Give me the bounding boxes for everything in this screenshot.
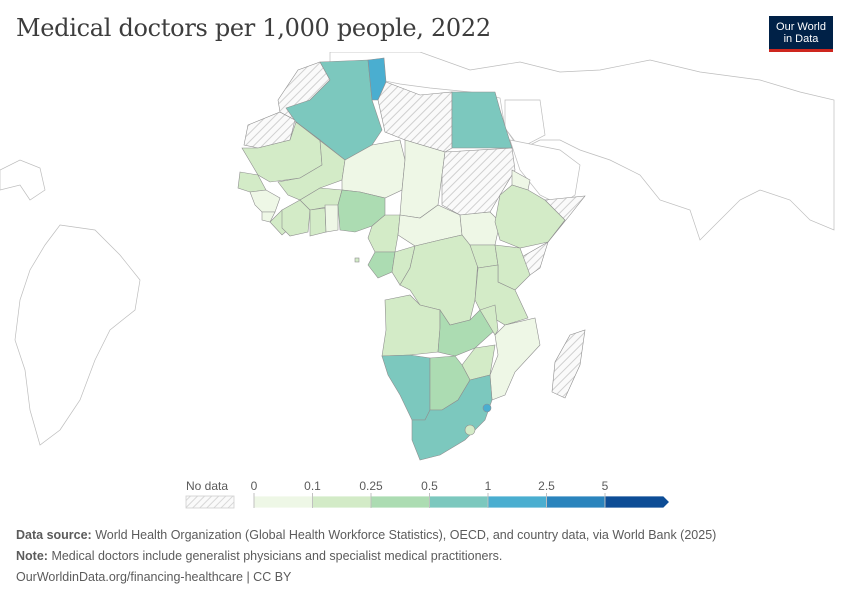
country-shapes: [237, 57, 586, 461]
gabon: [367, 251, 396, 279]
malawi: [479, 304, 499, 336]
footer-url[interactable]: OurWorldinData.org/financing-healthcare …: [16, 570, 291, 584]
legend-bin[interactable]: [546, 495, 606, 509]
legend-bin[interactable]: [370, 495, 430, 509]
libya: [377, 81, 453, 153]
background-land: [0, 52, 835, 446]
lesotho: [464, 424, 476, 436]
note-label: Note:: [16, 549, 48, 563]
legend-tick-label: 0.1: [304, 479, 321, 493]
madagascar: [551, 329, 586, 399]
guinea: [249, 189, 281, 213]
eswatini: [482, 403, 492, 413]
africa-map[interactable]: [0, 52, 850, 472]
namibia: [381, 354, 431, 421]
legend-bin[interactable]: [487, 495, 547, 509]
legend-tick-label: 0.25: [359, 479, 383, 493]
togo-benin: [324, 204, 339, 233]
legend-bin[interactable]: [312, 495, 372, 509]
egypt: [451, 91, 513, 149]
footer-source: Data source: World Health Organization (…: [16, 528, 716, 542]
ghana: [309, 207, 327, 237]
logo-line-2: in Data: [783, 33, 819, 45]
footer-note: Note: Medical doctors include generalist…: [16, 549, 502, 563]
cameroon: [367, 214, 401, 253]
legend-bin[interactable]: [253, 495, 313, 509]
legend-no-data-swatch: [185, 495, 235, 509]
chart-title: Medical doctors per 1,000 people, 2022: [16, 14, 491, 42]
logo-line-1: Our World: [776, 21, 826, 33]
owid-logo[interactable]: Our World in Data: [769, 16, 833, 52]
somalia: [519, 195, 586, 276]
legend-tick-label: 1: [485, 479, 492, 493]
equatorial-guinea: [354, 257, 360, 263]
source-label: Data source:: [16, 528, 92, 542]
south-africa: [411, 374, 493, 461]
legend-tick-label: 0.5: [421, 479, 438, 493]
source-text: World Health Organization (Global Health…: [95, 528, 717, 542]
legend-tick-label: 0: [251, 479, 258, 493]
legend-bin[interactable]: [429, 495, 489, 509]
niger: [341, 139, 406, 199]
legend-bin[interactable]: [604, 495, 671, 509]
legend-no-data-label: No data: [186, 479, 228, 493]
mozambique: [489, 317, 541, 401]
legend-tick-label: 2.5: [538, 479, 555, 493]
legend-tick-label: 5: [602, 479, 609, 493]
zambia: [437, 309, 496, 357]
url-text[interactable]: OurWorldinData.org/financing-healthcare …: [16, 570, 292, 584]
note-text: Medical doctors include generalist physi…: [51, 549, 503, 563]
legend: No data 0 0.1 0.25 0.5 1 2.5 5: [185, 479, 671, 509]
